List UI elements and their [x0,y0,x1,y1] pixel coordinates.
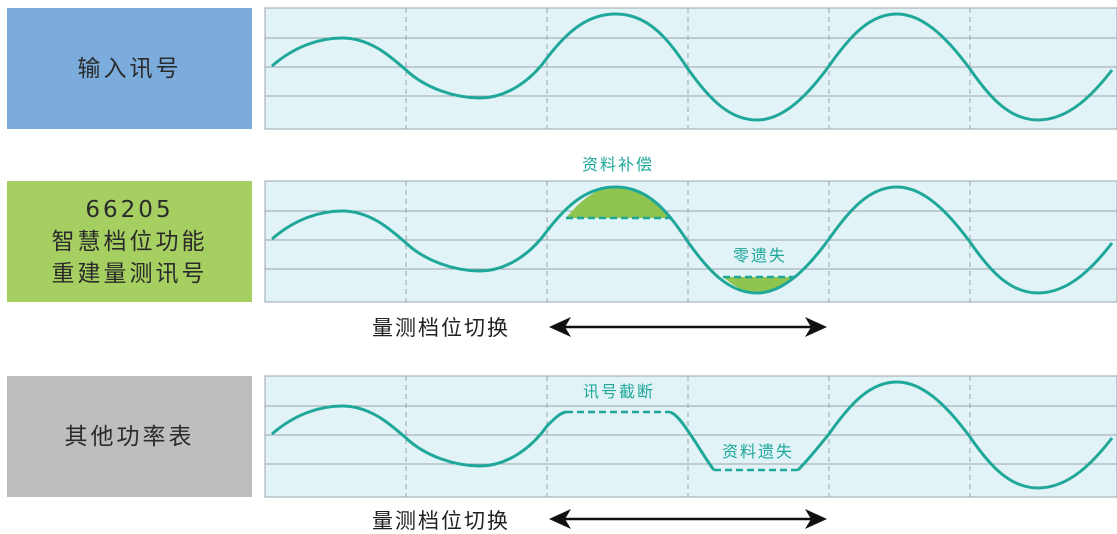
smart-range-label-box: 66205 智慧档位功能 重建量测讯号 [7,181,252,302]
zero-loss-label: 零遗失 [733,246,787,265]
smart-range-panel [264,180,1117,303]
range-switch-marker-2: 量测档位切换 [372,509,827,533]
input-signal-panel [264,7,1117,130]
input-waveform [271,12,1114,122]
range-switch-label: 量测档位切换 [372,509,510,533]
data-compensation-label: 资料补偿 [582,155,654,174]
signal-cut-label: 讯号截断 [583,382,655,401]
range-switch-marker-1: 量测档位切换 [372,316,827,340]
model-number-label: 66205 [85,196,174,223]
rebuild-signal-label: 重建量测讯号 [51,260,208,287]
range-divider-lines [405,181,971,302]
arrow-right-icon [805,509,827,529]
truncated-waveform-c [796,380,1114,490]
rebuilt-waveform [271,185,1114,295]
data-loss-label: 资料遗失 [722,442,794,461]
arrow-left-icon [549,317,571,337]
arrow-right-icon [805,317,827,337]
other-meters-label: 其他功率表 [64,423,195,450]
input-signal-label: 输入讯号 [77,55,182,82]
panel-background [264,7,1117,130]
truncated-waveform-b [669,410,716,471]
range-switch-label: 量测档位切换 [372,316,510,340]
panel-background [264,180,1117,303]
other-meters-panel [264,375,1117,498]
panel-gridlines [265,37,1117,97]
arrow-left-icon [549,509,571,529]
other-meters-label-box: 其他功率表 [7,376,252,497]
truncated-waveform-a [271,404,567,468]
smart-range-feature-label: 智慧档位功能 [51,228,208,255]
range-divider-lines [405,8,971,129]
input-signal-label-box: 输入讯号 [7,8,252,129]
panel-gridlines [265,210,1117,270]
range-divider-lines [405,376,971,497]
